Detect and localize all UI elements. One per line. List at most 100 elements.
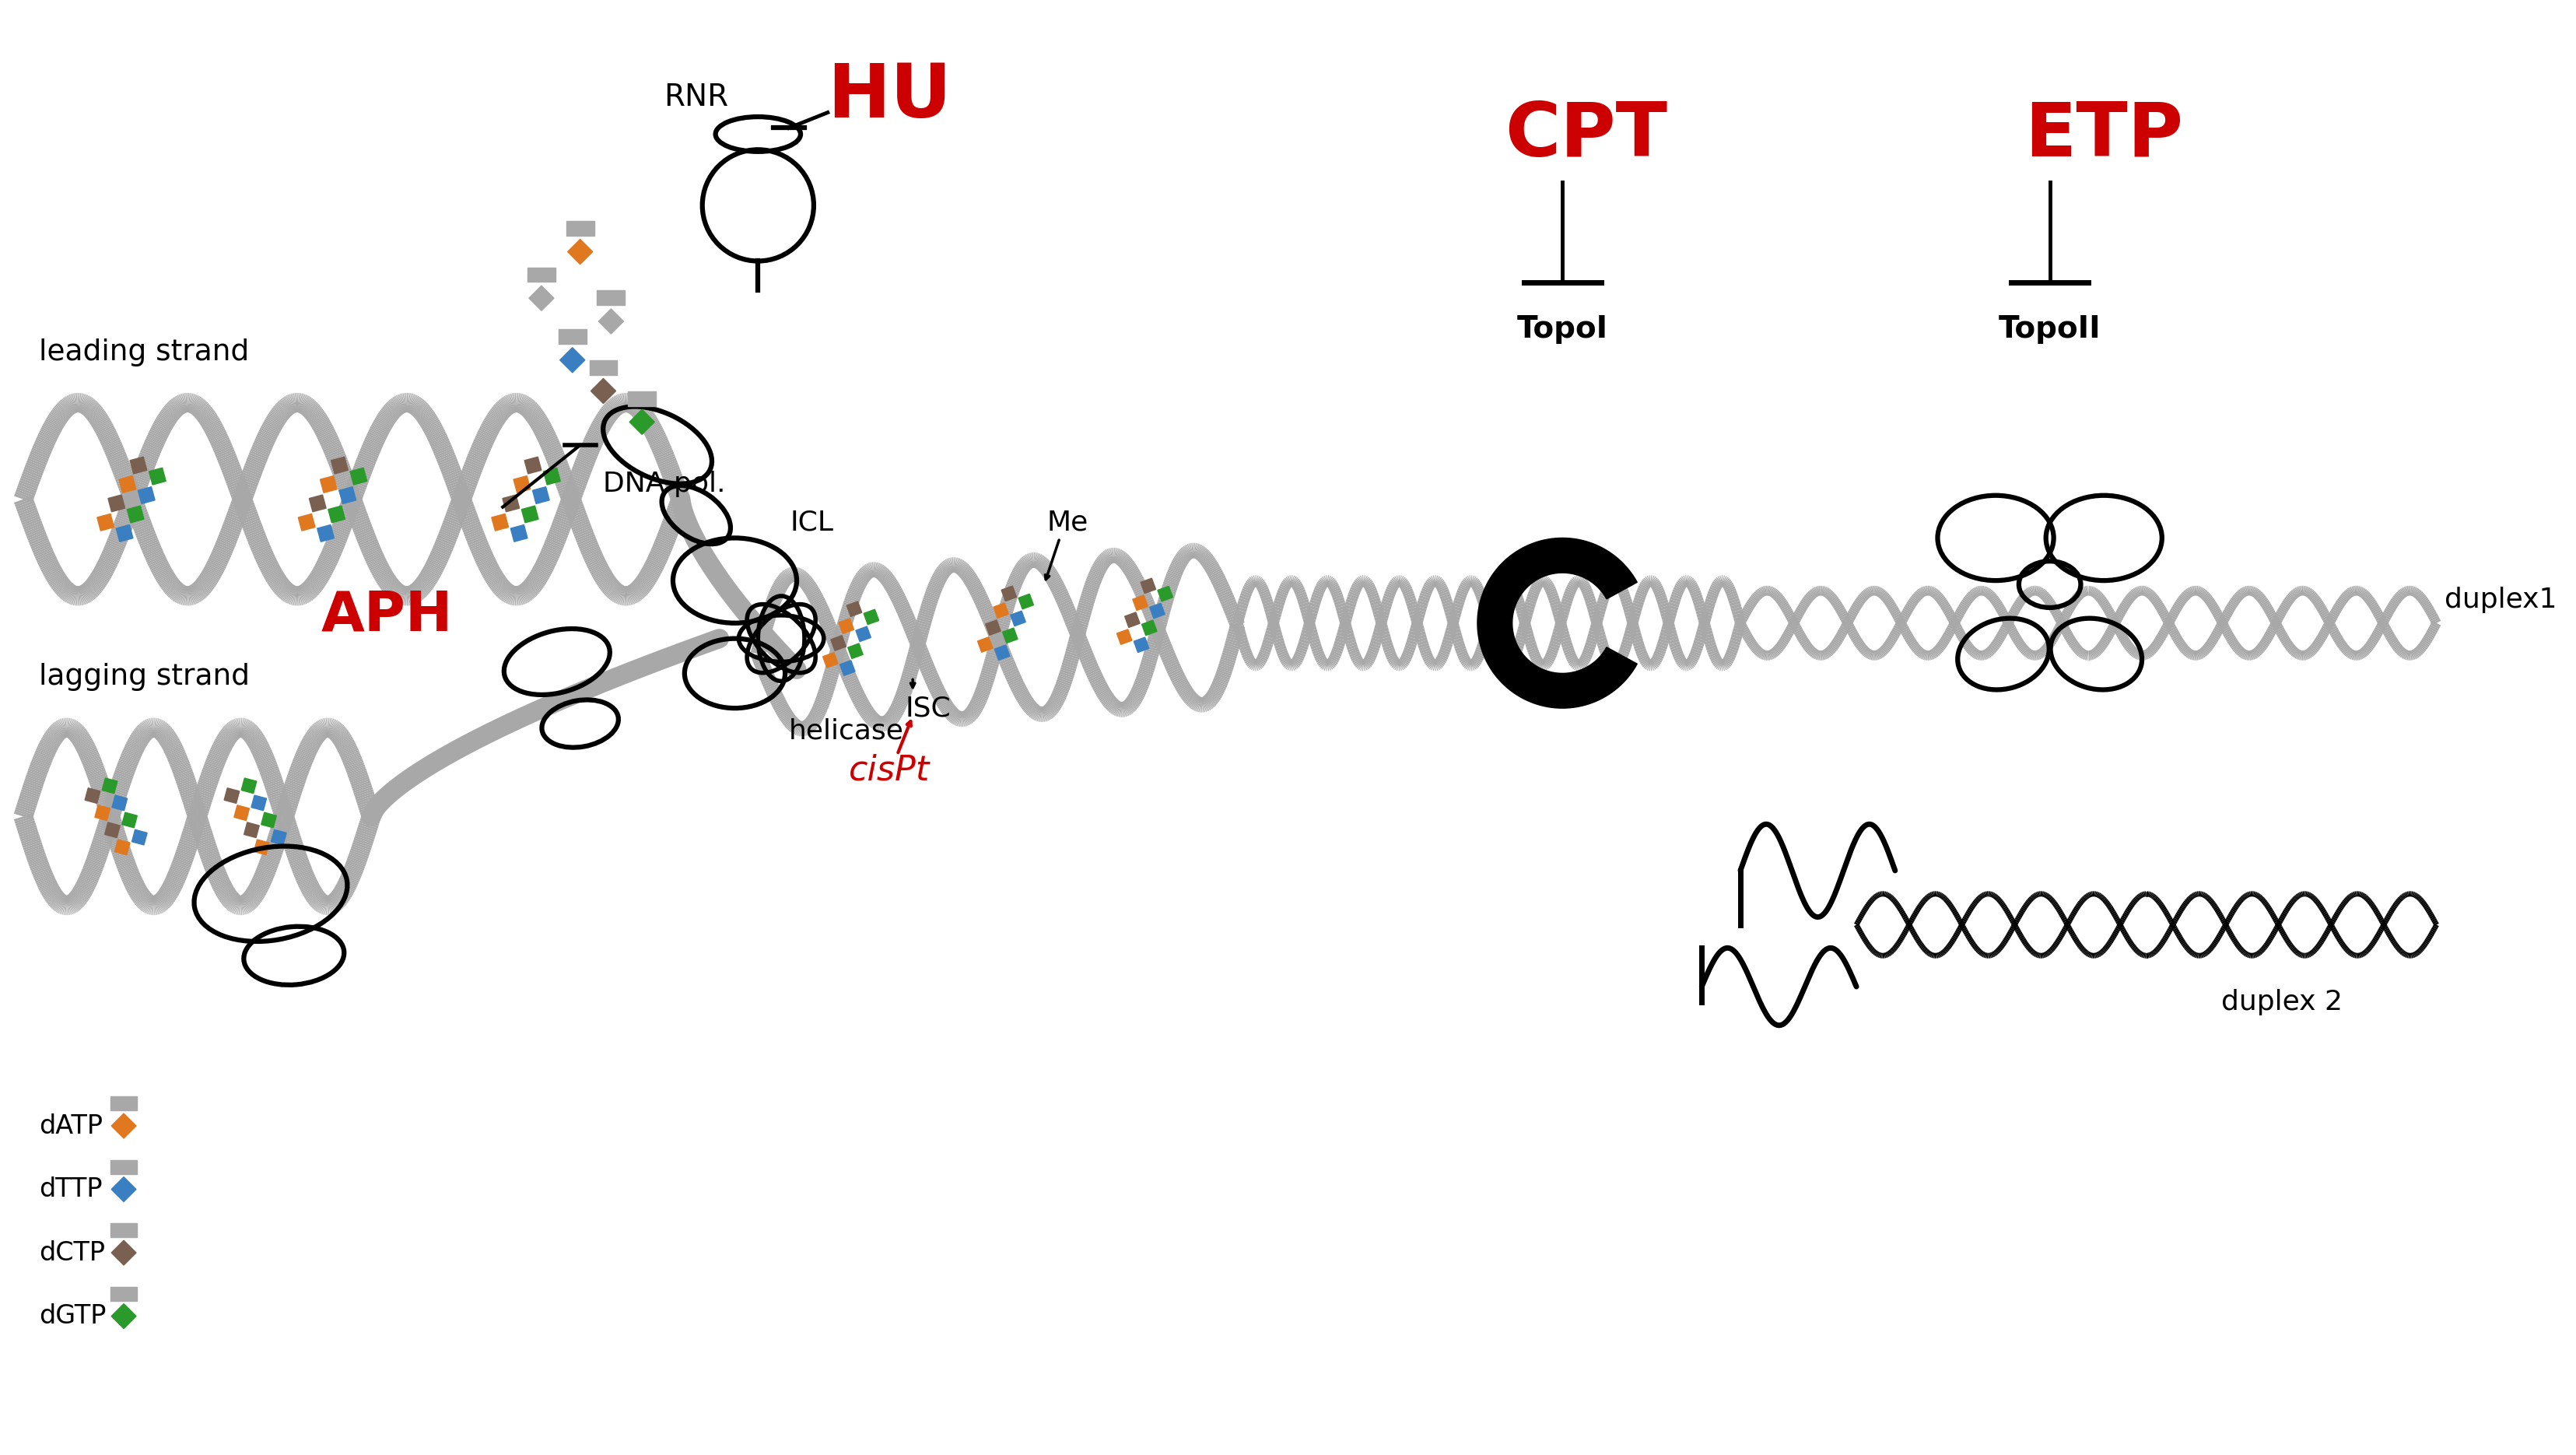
Polygon shape — [260, 812, 276, 828]
Polygon shape — [863, 610, 878, 624]
Polygon shape — [111, 796, 126, 810]
Polygon shape — [350, 469, 366, 485]
Text: TopoI: TopoI — [1517, 314, 1607, 343]
Text: dTTP: dTTP — [39, 1177, 103, 1202]
Polygon shape — [629, 391, 657, 406]
Polygon shape — [848, 601, 860, 617]
Text: Me: Me — [1046, 509, 1087, 535]
Text: HU: HU — [827, 61, 951, 134]
Polygon shape — [234, 805, 250, 821]
Polygon shape — [984, 620, 999, 636]
Polygon shape — [1476, 538, 1636, 709]
Polygon shape — [95, 805, 111, 821]
Polygon shape — [327, 506, 345, 522]
Polygon shape — [822, 652, 837, 668]
Polygon shape — [528, 285, 554, 311]
Polygon shape — [513, 476, 531, 493]
Text: ISC: ISC — [904, 695, 951, 722]
Polygon shape — [111, 1160, 137, 1174]
Polygon shape — [598, 308, 623, 333]
Polygon shape — [332, 457, 348, 474]
Polygon shape — [121, 812, 137, 828]
Polygon shape — [126, 506, 144, 522]
Text: lagging strand: lagging strand — [39, 663, 250, 691]
Polygon shape — [309, 495, 327, 512]
Polygon shape — [492, 514, 507, 531]
Text: duplex 2: duplex 2 — [2221, 989, 2342, 1016]
Polygon shape — [1002, 586, 1015, 601]
Polygon shape — [829, 636, 845, 650]
Text: CPT: CPT — [1504, 99, 1667, 172]
Polygon shape — [299, 514, 314, 531]
Polygon shape — [129, 457, 147, 474]
Polygon shape — [111, 1286, 137, 1301]
Polygon shape — [1133, 595, 1146, 611]
Polygon shape — [1141, 578, 1157, 594]
Polygon shape — [510, 525, 528, 541]
Text: dGTP: dGTP — [39, 1304, 106, 1328]
Polygon shape — [224, 789, 240, 803]
Polygon shape — [118, 476, 137, 493]
Polygon shape — [994, 645, 1010, 661]
Polygon shape — [1141, 620, 1157, 636]
Text: dCTP: dCTP — [39, 1240, 106, 1266]
Polygon shape — [567, 221, 595, 236]
Text: APH: APH — [322, 588, 453, 642]
Polygon shape — [245, 822, 260, 838]
Polygon shape — [252, 796, 265, 810]
Polygon shape — [559, 348, 585, 372]
Polygon shape — [1010, 611, 1025, 626]
Polygon shape — [559, 329, 587, 343]
Polygon shape — [111, 1177, 137, 1202]
Polygon shape — [270, 829, 286, 845]
Text: helicase: helicase — [788, 719, 904, 745]
Polygon shape — [108, 495, 124, 512]
Polygon shape — [111, 1240, 137, 1266]
Polygon shape — [1157, 586, 1172, 601]
Polygon shape — [85, 789, 100, 803]
Polygon shape — [855, 627, 871, 642]
Polygon shape — [533, 487, 549, 503]
Text: DNA pol.: DNA pol. — [603, 470, 726, 498]
Text: ETP: ETP — [2025, 99, 2182, 172]
Polygon shape — [98, 514, 113, 531]
Polygon shape — [106, 822, 121, 838]
Polygon shape — [116, 525, 134, 541]
Polygon shape — [528, 268, 556, 282]
Polygon shape — [242, 778, 258, 793]
Polygon shape — [340, 487, 355, 503]
Polygon shape — [1149, 604, 1164, 618]
Text: dATP: dATP — [39, 1113, 103, 1139]
Polygon shape — [840, 661, 855, 675]
Polygon shape — [994, 602, 1007, 618]
Text: leading strand: leading strand — [39, 339, 250, 367]
Polygon shape — [590, 378, 616, 403]
Polygon shape — [1133, 637, 1149, 652]
Polygon shape — [149, 469, 165, 485]
Text: cisPt: cisPt — [848, 754, 930, 787]
Polygon shape — [1018, 594, 1033, 610]
Polygon shape — [526, 457, 541, 474]
Text: ICL: ICL — [791, 509, 835, 535]
Polygon shape — [629, 409, 654, 435]
Polygon shape — [502, 495, 520, 512]
Polygon shape — [1002, 629, 1018, 643]
Polygon shape — [590, 361, 618, 375]
Polygon shape — [255, 840, 268, 856]
Polygon shape — [1115, 630, 1131, 645]
Polygon shape — [567, 239, 592, 265]
Polygon shape — [837, 618, 853, 633]
Polygon shape — [111, 1224, 137, 1237]
Polygon shape — [131, 829, 147, 845]
Polygon shape — [111, 1113, 137, 1138]
Text: RNR: RNR — [665, 83, 729, 112]
Polygon shape — [520, 506, 538, 522]
Polygon shape — [111, 1304, 137, 1328]
Polygon shape — [598, 291, 626, 306]
Polygon shape — [976, 637, 992, 652]
Polygon shape — [544, 469, 559, 485]
Polygon shape — [139, 487, 155, 503]
Polygon shape — [1123, 613, 1139, 627]
Text: TopoII: TopoII — [1999, 314, 2099, 343]
Polygon shape — [111, 1097, 137, 1110]
